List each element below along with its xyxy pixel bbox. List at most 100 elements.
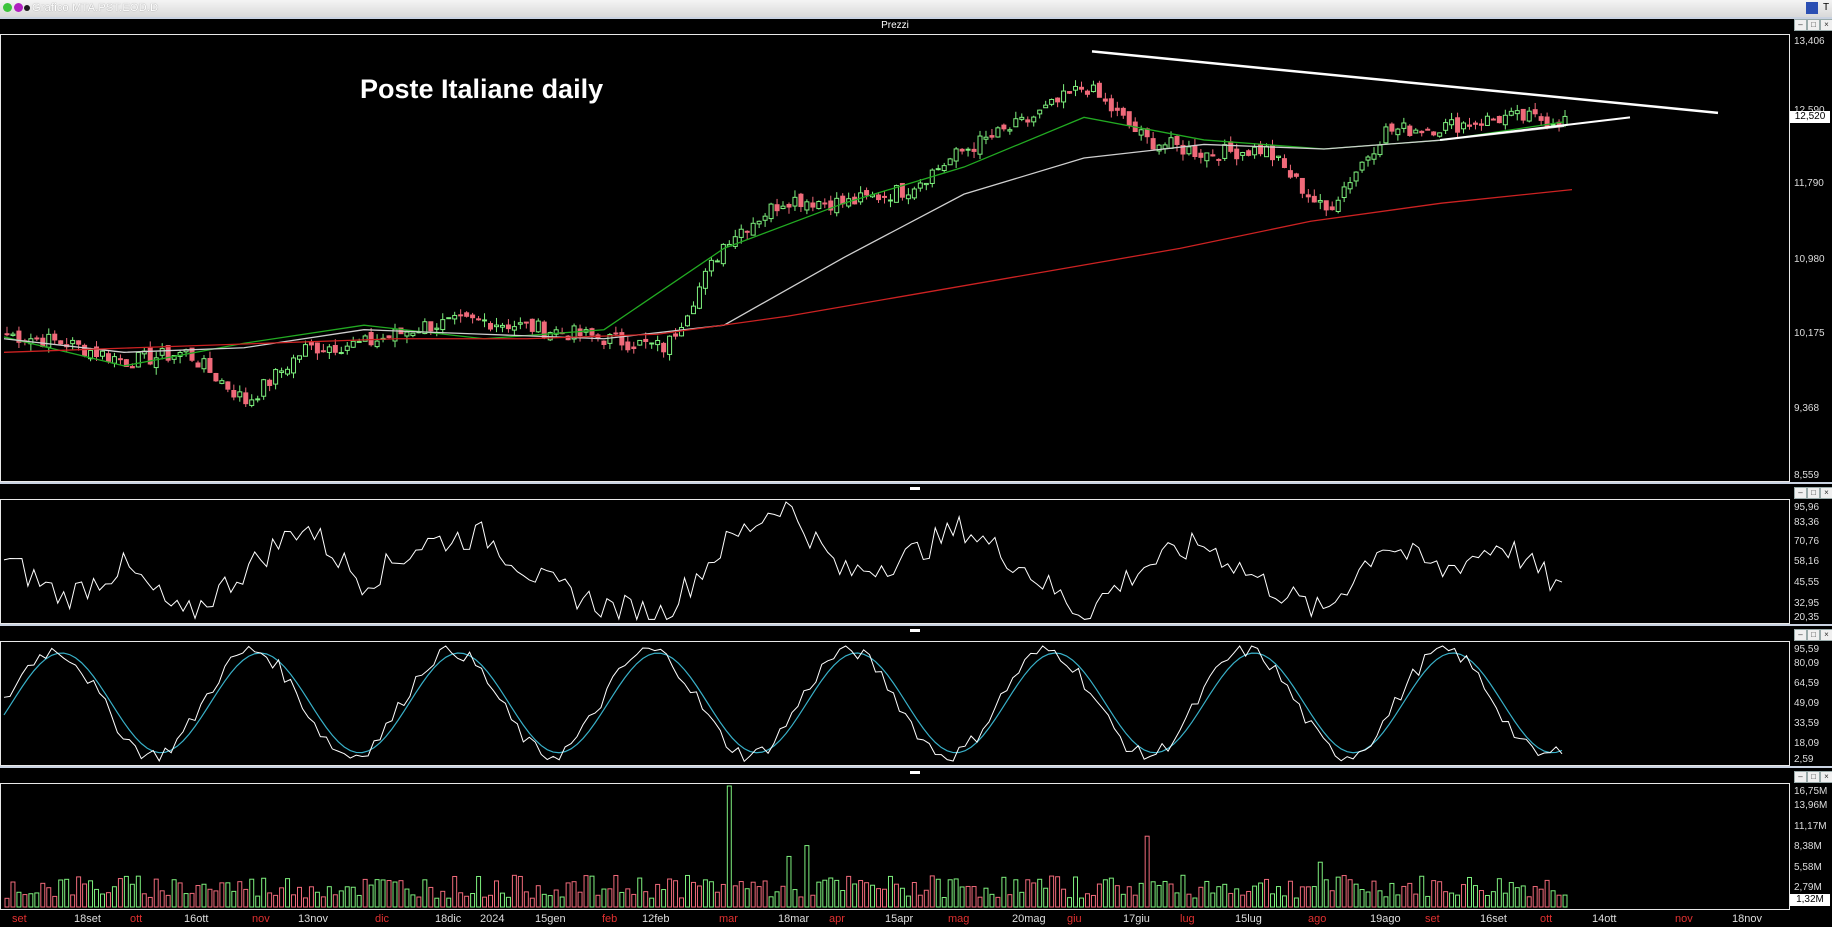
volume-bar — [899, 887, 905, 908]
volume-bar — [249, 878, 255, 908]
volume-bar — [702, 879, 708, 908]
volume-bar — [153, 878, 159, 908]
volume-bar — [273, 894, 279, 908]
volume-bar — [792, 889, 798, 908]
candle-body — [1407, 125, 1413, 136]
candle-body — [637, 339, 643, 346]
volume-bar — [607, 888, 613, 908]
candle-body — [1305, 194, 1311, 198]
volume-bar — [1252, 885, 1258, 908]
volume-bar — [1204, 880, 1210, 908]
volume-bar — [1562, 894, 1568, 908]
candle-body — [1084, 90, 1090, 95]
candle-body — [1043, 104, 1049, 109]
date-label: 15lug — [1235, 913, 1262, 925]
stoch-panel-header: ▬ — [0, 624, 1832, 639]
candle-body — [1455, 117, 1461, 133]
volume-bar — [1449, 892, 1455, 908]
candle-body — [1013, 118, 1019, 128]
rsi-close-button[interactable]: × — [1820, 487, 1832, 499]
volume-bar — [1532, 886, 1538, 908]
volume-bar — [446, 897, 452, 908]
stoch-drag-handle[interactable]: ▬ — [910, 624, 920, 635]
stoch-maximize-button[interactable]: □ — [1807, 629, 1820, 641]
rsi-minimize-button[interactable]: – — [1794, 487, 1807, 499]
rsi-drag-handle[interactable]: ▬ — [910, 482, 920, 493]
volume-maximize-button[interactable]: □ — [1807, 771, 1820, 783]
volume-bar — [297, 886, 302, 908]
candle-body — [440, 319, 446, 331]
stoch-tick: 33,59 — [1794, 718, 1820, 729]
price-maximize-button[interactable]: □ — [1807, 19, 1820, 31]
candle-body — [1252, 146, 1258, 156]
volume-bar — [613, 874, 619, 908]
volume-drag-handle[interactable]: ▬ — [910, 766, 920, 777]
candle-body — [1449, 119, 1455, 126]
rsi-panel[interactable] — [0, 499, 1790, 624]
volume-close-button[interactable]: × — [1820, 771, 1832, 783]
candle-body — [111, 356, 117, 364]
volume-bar — [804, 845, 810, 908]
candle-body — [959, 148, 965, 152]
candle-body — [1287, 170, 1293, 178]
candle-body — [350, 340, 356, 348]
volume-bar — [1270, 893, 1275, 908]
candle-body — [1532, 109, 1538, 115]
volume-bar — [1317, 861, 1323, 908]
volume-bar — [1490, 891, 1496, 908]
candle-body — [1437, 132, 1443, 137]
candle-body — [667, 335, 673, 355]
candle-body — [1228, 141, 1234, 152]
price-minimize-button[interactable]: – — [1794, 19, 1807, 31]
close-button[interactable]: T — [1822, 2, 1830, 13]
candle-body — [881, 195, 887, 198]
date-label: dic — [375, 913, 390, 925]
volume-bar — [679, 897, 685, 908]
volume-bar — [798, 896, 804, 908]
price-tick: 11,790 — [1794, 178, 1824, 189]
price-close-button[interactable]: × — [1820, 19, 1832, 31]
volume-bar — [1144, 835, 1150, 908]
volume-bar — [368, 884, 374, 908]
volume-tick: 11,17M — [1794, 821, 1827, 832]
volume-bar — [374, 879, 380, 908]
candle-body — [995, 127, 1001, 138]
candle-body — [1246, 150, 1252, 156]
volume-bar — [1413, 893, 1419, 908]
stoch-close-button[interactable]: × — [1820, 629, 1832, 641]
volume-minimize-button[interactable]: – — [1794, 771, 1807, 783]
volume-bar — [649, 897, 655, 908]
chart-icon — [14, 3, 23, 12]
volume-bar — [1061, 888, 1067, 908]
restore-button[interactable] — [1806, 2, 1818, 14]
volume-bar — [76, 876, 82, 908]
candle-body — [464, 312, 470, 317]
stochastic-panel[interactable] — [0, 641, 1790, 766]
candle-body — [452, 314, 458, 320]
date-label: ago — [1308, 913, 1327, 925]
volume-bar — [255, 895, 261, 908]
volume-bar — [1275, 886, 1281, 908]
candle-body — [153, 357, 159, 369]
volume-bar — [1186, 893, 1192, 908]
date-label: nov — [252, 913, 270, 925]
candle-body — [792, 196, 798, 207]
volume-bar — [1437, 881, 1443, 908]
stoch-minimize-button[interactable]: – — [1794, 629, 1807, 641]
last-price-tag: 12,520 — [1790, 111, 1830, 123]
candle-body — [625, 341, 631, 351]
candle-body — [428, 321, 434, 332]
volume-bar — [100, 893, 105, 908]
price-panel[interactable] — [0, 34, 1790, 482]
volume-bar — [1198, 886, 1204, 908]
volume-bar — [1520, 885, 1526, 908]
volume-bar — [1496, 878, 1502, 908]
candle-body — [1222, 144, 1228, 159]
volume-bar — [314, 891, 320, 908]
volume-bar — [267, 892, 273, 908]
candle-body — [1108, 98, 1114, 112]
candle-body — [601, 340, 607, 345]
rsi-maximize-button[interactable]: □ — [1807, 487, 1820, 499]
candle-body — [953, 148, 959, 162]
